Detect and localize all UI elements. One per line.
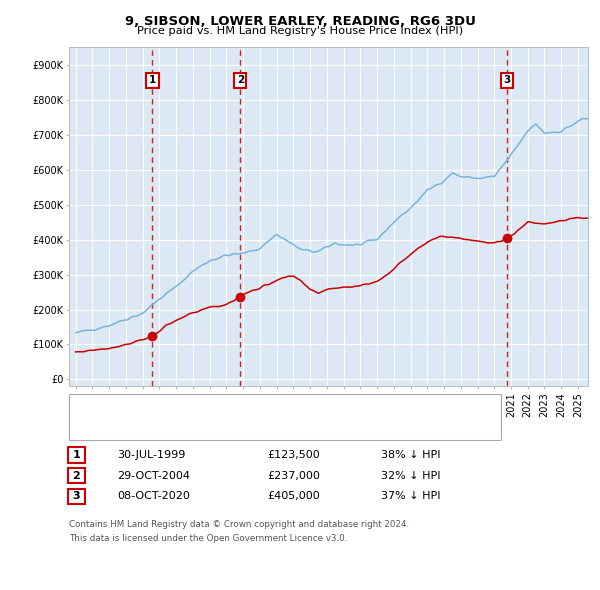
Text: 30-JUL-1999: 30-JUL-1999	[117, 450, 185, 460]
Text: £123,500: £123,500	[267, 450, 320, 460]
Text: 9, SIBSON, LOWER EARLEY, READING, RG6 3DU: 9, SIBSON, LOWER EARLEY, READING, RG6 3D…	[125, 15, 475, 28]
Text: 37% ↓ HPI: 37% ↓ HPI	[381, 491, 440, 501]
Text: 29-OCT-2004: 29-OCT-2004	[117, 471, 190, 480]
Text: ——: ——	[76, 400, 101, 413]
Text: 2: 2	[236, 76, 244, 86]
Text: Contains HM Land Registry data © Crown copyright and database right 2024.: Contains HM Land Registry data © Crown c…	[69, 520, 409, 529]
Text: 1: 1	[73, 450, 80, 460]
Text: ——: ——	[76, 423, 101, 436]
Text: This data is licensed under the Open Government Licence v3.0.: This data is licensed under the Open Gov…	[69, 534, 347, 543]
Text: £405,000: £405,000	[267, 491, 320, 501]
Text: Price paid vs. HM Land Registry's House Price Index (HPI): Price paid vs. HM Land Registry's House …	[137, 26, 463, 36]
Text: 3: 3	[503, 76, 511, 86]
Text: 3: 3	[73, 491, 80, 501]
Text: 32% ↓ HPI: 32% ↓ HPI	[381, 471, 440, 480]
Text: HPI: Average price, detached house, Wokingham: HPI: Average price, detached house, Woki…	[102, 424, 345, 434]
Text: 1: 1	[149, 76, 156, 86]
Text: 9, SIBSON, LOWER EARLEY, READING, RG6 3DU (detached house): 9, SIBSON, LOWER EARLEY, READING, RG6 3D…	[102, 401, 430, 411]
Text: 08-OCT-2020: 08-OCT-2020	[117, 491, 190, 501]
Text: 2: 2	[73, 471, 80, 480]
Text: £237,000: £237,000	[267, 471, 320, 480]
Text: 38% ↓ HPI: 38% ↓ HPI	[381, 450, 440, 460]
